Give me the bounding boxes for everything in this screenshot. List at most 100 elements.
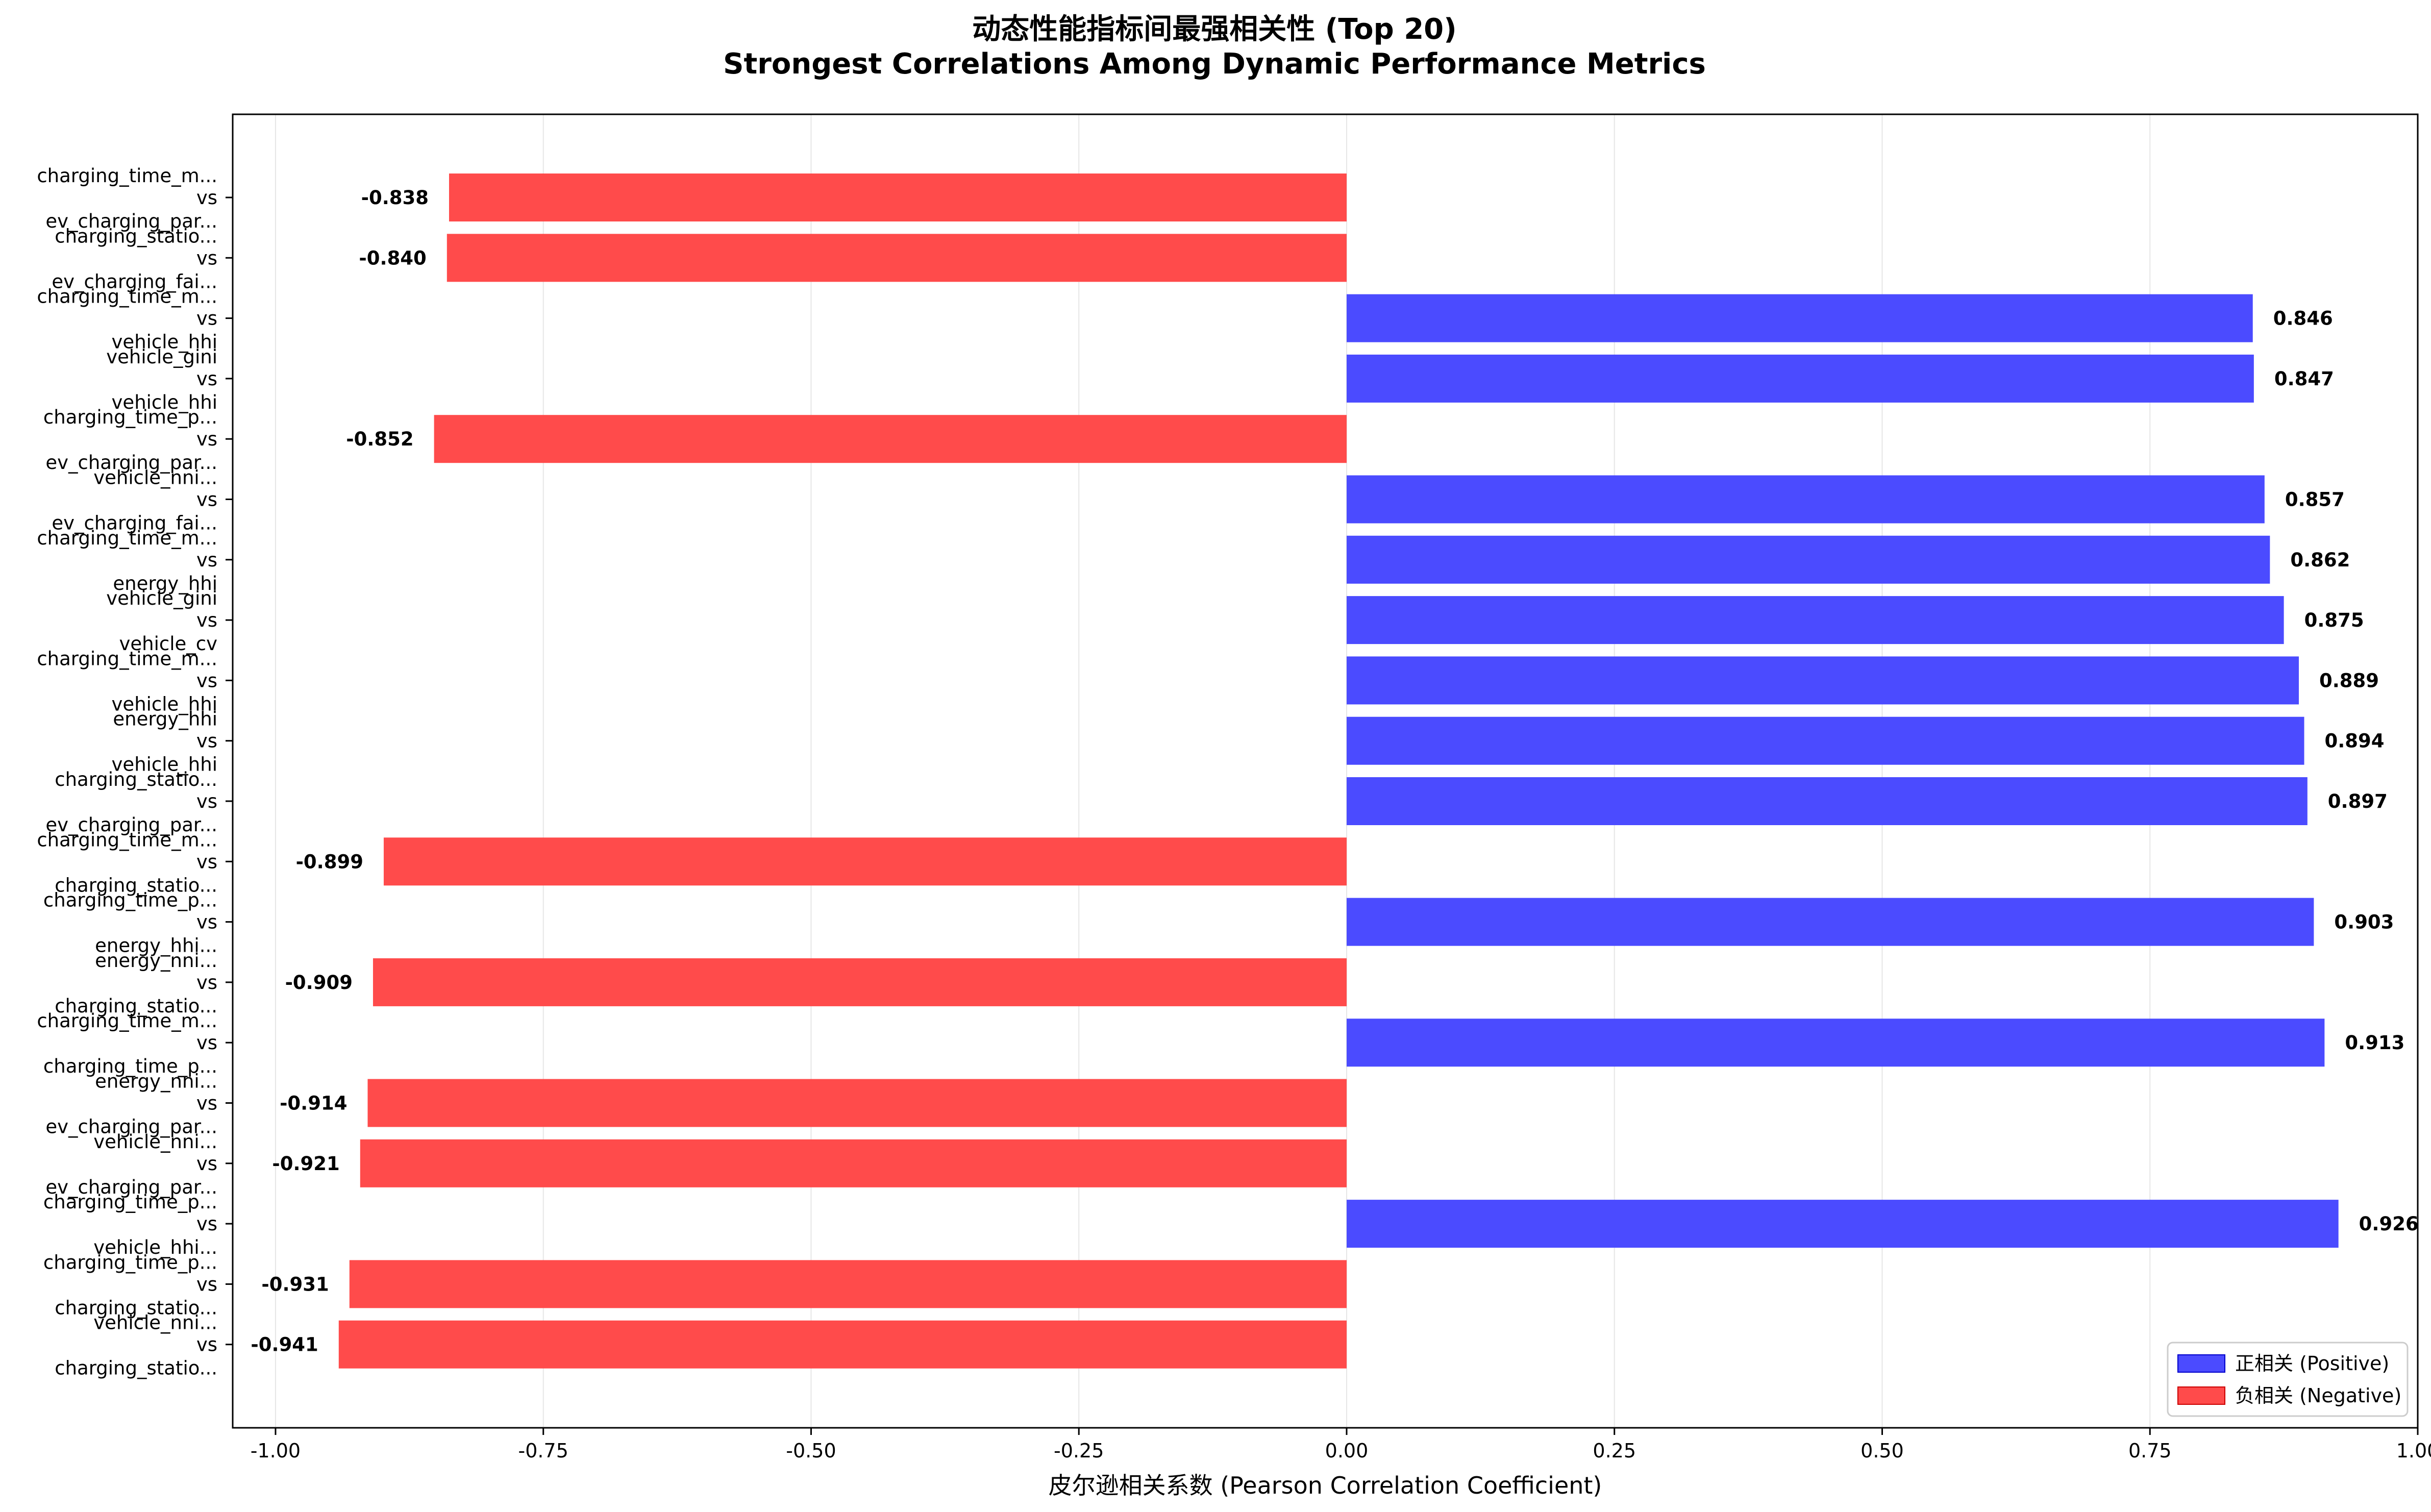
- y-tick-label-bottom: vehicle_hhi...: [93, 1236, 217, 1258]
- bar: [434, 415, 1347, 463]
- x-tick-label: -1.00: [251, 1440, 301, 1462]
- y-tick-label-vs: vs: [196, 1032, 217, 1054]
- y-tick-label-top: vehicle_nni...: [93, 467, 217, 489]
- y-tick-label-top: vehicle_nni...: [93, 1312, 217, 1334]
- y-tick-label-bottom: vehicle_hhi: [112, 754, 217, 776]
- chart-title: 动态性能指标间最强相关性 (Top 20): [972, 13, 1456, 46]
- y-tick-label-bottom: ev_charging_par...: [45, 814, 217, 836]
- y-tick-label-top: charging_time_p...: [43, 1191, 217, 1213]
- x-axis-ticks: -1.00 -0.75 -0.50 -0.25 0.00 0.25 0.50 0.75 1.00: [251, 1428, 2431, 1462]
- y-tick-label-bottom: vehicle_cv: [119, 633, 217, 655]
- bar-value-label: 0.897: [2328, 790, 2388, 812]
- y-tick-label-vs: vs: [196, 1093, 217, 1114]
- y-tick-label-vs: vs: [196, 428, 217, 450]
- y-tick-label-bottom: charging_statio...: [55, 995, 217, 1017]
- y-tick-label-bottom: ev_charging_par...: [45, 452, 217, 474]
- y-tick-label-top: charging_time_m...: [37, 1010, 217, 1032]
- y-tick-label-bottom: vehicle_hhi: [112, 331, 217, 353]
- y-tick-label-vs: vs: [196, 247, 217, 269]
- y-tick-label-vs: vs: [196, 670, 217, 691]
- y-tick-label-top: energy_hhi: [113, 708, 217, 730]
- y-tick-label-bottom: charging_statio...: [55, 1297, 217, 1319]
- bar: [1346, 1200, 2339, 1248]
- y-tick-label-top: charging_statio...: [55, 769, 217, 790]
- bar: [1346, 898, 2314, 946]
- bar: [1346, 596, 2284, 645]
- bar: [383, 837, 1347, 886]
- bar-value-label: -0.838: [361, 187, 429, 209]
- bar: [373, 958, 1347, 1006]
- y-tick-label-bottom: vehicle_hhi: [112, 391, 217, 413]
- y-tick-label-top: charging_statio...: [55, 225, 217, 247]
- bar-value-label: 0.857: [2285, 489, 2345, 511]
- y-tick-label-vs: vs: [196, 1153, 217, 1175]
- y-tick-label-bottom: ev_charging_fai...: [52, 270, 217, 292]
- y-tick-label-vs: vs: [196, 609, 217, 631]
- bar: [1346, 475, 2265, 524]
- bar: [1346, 777, 2308, 825]
- y-tick-label-top: charging_time_m...: [37, 286, 217, 308]
- bar-value-label: -0.909: [285, 972, 353, 994]
- bar-value-label: 0.875: [2304, 609, 2364, 631]
- x-tick-label: -0.50: [786, 1440, 836, 1462]
- y-tick-label-top: charging_time_m...: [37, 165, 217, 187]
- y-tick-label-top: charging_time_m...: [37, 829, 217, 851]
- y-tick-label-vs: vs: [196, 187, 217, 209]
- y-tick-label-top: charging_time_p...: [43, 1251, 217, 1273]
- y-tick-label-bottom: charging_time_p...: [43, 1055, 217, 1077]
- plot-frame: [232, 113, 2419, 1429]
- bar: [1346, 294, 2253, 342]
- y-tick-label-bottom: energy_hhi: [113, 573, 217, 594]
- x-tick-label: -0.75: [518, 1440, 568, 1462]
- y-tick-label-top: charging_time_p...: [43, 406, 217, 428]
- y-tick-labels: charging_time_m...vsev_charging_par...ch…: [37, 165, 233, 1379]
- y-tick-label-vs: vs: [196, 790, 217, 812]
- x-tick-label: 0.75: [2128, 1440, 2172, 1462]
- legend-swatch-negative: [2177, 1386, 2225, 1405]
- bar: [349, 1260, 1347, 1308]
- y-tick-label-vs: vs: [196, 1273, 217, 1295]
- y-tick-label-bottom: vehicle_hhi: [112, 693, 217, 715]
- y-tick-label-bottom: ev_charging_fai...: [52, 512, 217, 534]
- bar-value-label: -0.852: [346, 428, 413, 450]
- bar-value-label: 0.847: [2274, 368, 2334, 390]
- y-tick-label-bottom: ev_charging_par...: [45, 1116, 217, 1138]
- y-tick-label-top: charging_time_m...: [37, 648, 217, 670]
- y-tick-label-vs: vs: [196, 308, 217, 330]
- y-tick-label-bottom: energy_hhi...: [95, 935, 217, 957]
- y-tick-label-bottom: charging_statio...: [55, 1357, 217, 1379]
- y-tick-label-top: charging_time_m...: [37, 527, 217, 549]
- bar: [1346, 1019, 2325, 1067]
- bar-value-label: 0.903: [2334, 911, 2394, 933]
- bar: [367, 1079, 1347, 1127]
- bar-value-label: 0.889: [2319, 670, 2379, 691]
- bar-value-label: 0.913: [2345, 1032, 2404, 1054]
- y-tick-label-vs: vs: [196, 368, 217, 390]
- y-tick-label-bottom: charging_statio...: [55, 874, 217, 896]
- x-tick-label: 0.50: [1861, 1440, 1904, 1462]
- y-tick-label-top: charging_time_p...: [43, 889, 217, 911]
- y-tick-label-vs: vs: [196, 730, 217, 752]
- bar-value-label: -0.840: [359, 247, 426, 269]
- bar: [1346, 535, 2270, 584]
- chart-subtitle: Strongest Correlations Among Dynamic Per…: [723, 47, 1706, 81]
- bar-value-label: -0.921: [272, 1153, 339, 1175]
- y-tick-label-vs: vs: [196, 549, 217, 571]
- y-tick-label-top: vehicle_nni...: [93, 1131, 217, 1153]
- x-tick-label: 0.25: [1593, 1440, 1636, 1462]
- bar-value-label: 0.926: [2359, 1213, 2419, 1235]
- x-axis-label: 皮尔逊相关系数 (Pearson Correlation Coefficient…: [1049, 1472, 1602, 1499]
- y-tick-label-vs: vs: [196, 489, 217, 511]
- bar: [1346, 656, 2299, 705]
- bar: [1346, 354, 2254, 403]
- y-tick-label-top: vehicle_gini: [106, 587, 217, 609]
- y-tick-label-vs: vs: [196, 1213, 217, 1235]
- y-tick-label-bottom: ev_charging_par...: [45, 1176, 217, 1198]
- y-tick-label-bottom: ev_charging_par...: [45, 210, 217, 232]
- legend: 正相关 (Positive) 负相关 (Negative): [2167, 1342, 2409, 1417]
- y-tick-label-vs: vs: [196, 1334, 217, 1356]
- x-tick-label: 1.00: [2396, 1440, 2431, 1462]
- bar: [446, 234, 1347, 282]
- bar-value-label: -0.941: [251, 1334, 318, 1356]
